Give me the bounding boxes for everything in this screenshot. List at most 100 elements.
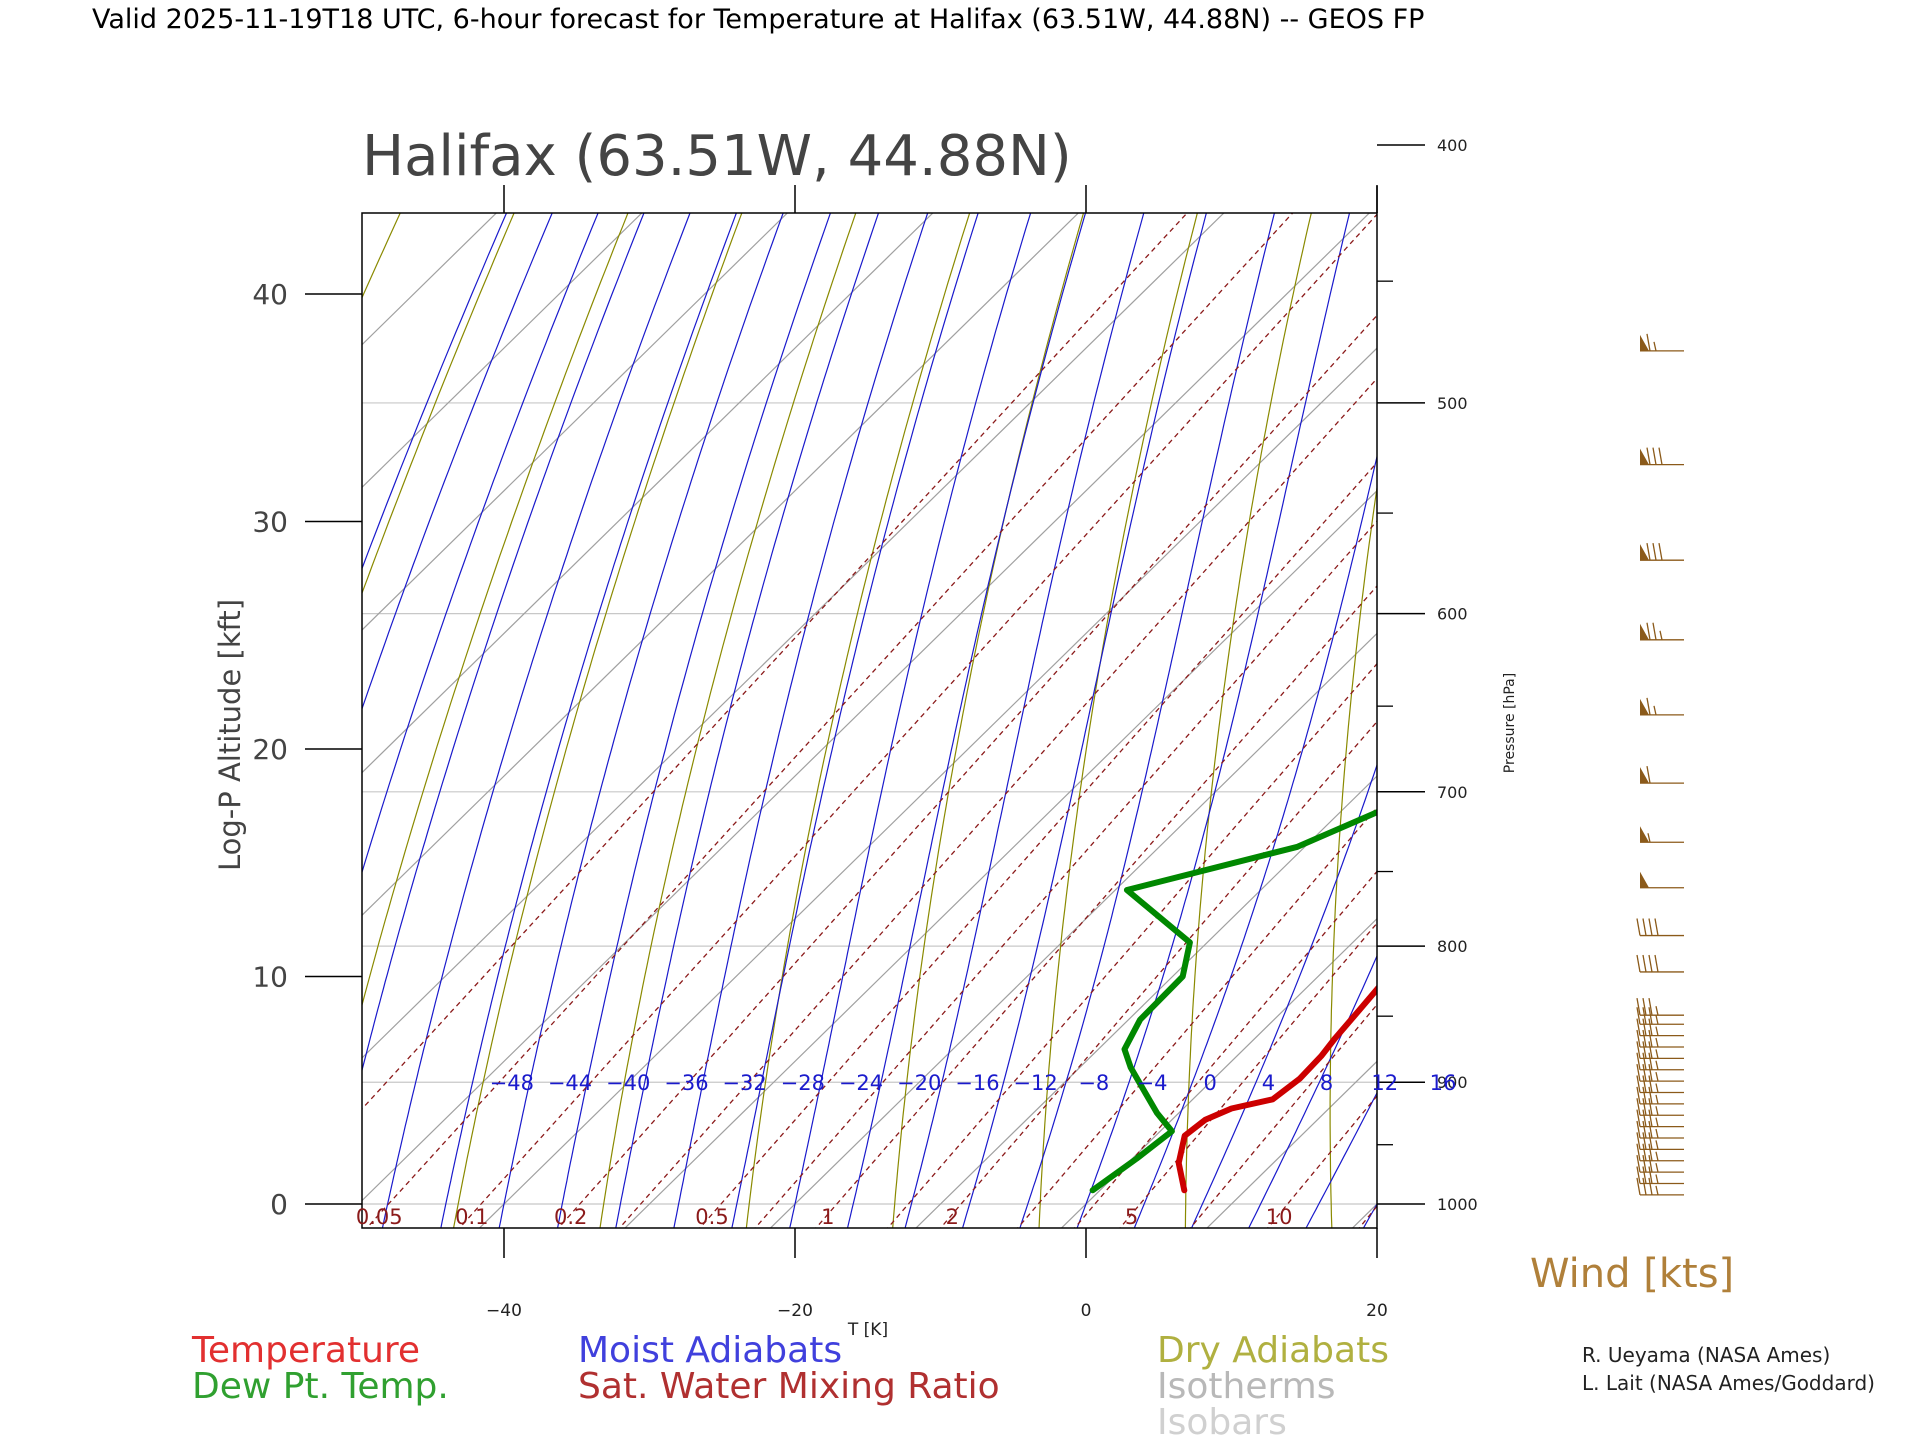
y-tick-label: 0	[270, 1188, 288, 1221]
mixing-ratio-line	[1259, 203, 1920, 1238]
wind-barb-full	[1643, 919, 1646, 936]
wind-barb-half	[1656, 1095, 1658, 1104]
wind-barb-half	[1656, 1152, 1658, 1161]
wind-barb-full	[1653, 543, 1656, 560]
y-axis-label: Log-P Altitude [kft]	[213, 599, 247, 871]
isotherm-line	[1051, 203, 1920, 1238]
wind-barb	[1640, 448, 1684, 465]
wind-barb-full	[1649, 919, 1652, 936]
wind-barb-half	[1656, 1049, 1658, 1058]
wind-barb	[1637, 955, 1684, 972]
dry-adiabat-line	[1039, 203, 1200, 1238]
mixing-ratio-line	[1516, 203, 1920, 1238]
wind-barb-half	[1656, 1163, 1658, 1172]
mixing-ratio-label: 0.1	[455, 1205, 488, 1229]
pressure-tick-label: 700	[1437, 783, 1468, 802]
x-axis-label: T [K]	[847, 1320, 888, 1340]
x-tick-label: 0	[1081, 1301, 1092, 1321]
wind-barb-half	[1654, 342, 1656, 351]
moist-adiabat-line	[319, 201, 648, 1249]
legend-isobars: Isobars	[1157, 1402, 1287, 1440]
pressure-tick-label: 800	[1437, 937, 1468, 956]
isotherm-line	[0, 203, 361, 1238]
mixing-ratio-line	[807, 203, 1714, 1238]
wind-barb-half	[1656, 1061, 1658, 1070]
y-tick-label: 40	[252, 278, 288, 311]
wind-barb-half	[1656, 1175, 1658, 1184]
wind-barb-half	[1656, 1072, 1658, 1081]
moist-adiabat-label: 16	[1430, 1071, 1457, 1095]
isotherm-line	[1197, 203, 1920, 1238]
legend-dewpoint: Dew Pt. Temp.	[192, 1366, 449, 1407]
mixing-ratio-label: 10	[1266, 1205, 1293, 1229]
wind-barb-full	[1637, 955, 1640, 972]
moist-adiabat-label: −8	[1078, 1071, 1109, 1095]
isotherm-line	[0, 203, 507, 1238]
wind-barb	[1640, 698, 1684, 715]
y-tick-label: 30	[252, 506, 288, 539]
credit-line-1: R. Ueyama (NASA Ames)	[1582, 1343, 1830, 1367]
wind-barb-half	[1656, 1140, 1658, 1149]
wind-barb-half	[1656, 1015, 1658, 1024]
moist-adiabat-label: 12	[1371, 1071, 1398, 1095]
wind-barbs	[1637, 334, 1684, 1195]
moist-adiabat-label: −48	[490, 1071, 534, 1095]
mixing-ratio-line	[1418, 203, 1920, 1238]
credit-line-2: L. Lait (NASA Ames/Goddard)	[1582, 1371, 1875, 1395]
legend-mixing-ratio: Sat. Water Mixing Ratio	[578, 1366, 1000, 1407]
mixing-ratio-label: 1	[821, 1205, 834, 1229]
pressure-tick-label: 600	[1437, 605, 1468, 624]
moist-adiabat-line	[1465, 201, 1920, 1249]
wind-barb-half	[1656, 1038, 1658, 1047]
wind-barb	[1640, 766, 1684, 783]
x-tick-label: −40	[486, 1301, 522, 1321]
wind-barb-full	[1653, 623, 1656, 640]
wind-barb-full	[1653, 448, 1656, 465]
wind-barb-half	[1656, 1118, 1658, 1127]
moist-adiabat-label: −28	[781, 1071, 825, 1095]
moist-adiabat-line	[1523, 201, 1920, 1249]
x-tick-label: 20	[1366, 1301, 1388, 1321]
moist-adiabat-label: −12	[1013, 1071, 1057, 1095]
mixing-ratio-line	[1066, 203, 1920, 1238]
moist-adiabat-line	[143, 201, 512, 1249]
figure-title: Valid 2025-11-19T18 UTC, 6-hour forecast…	[92, 4, 1424, 35]
wind-barb	[1637, 919, 1684, 936]
x-tick-label: −20	[777, 1301, 813, 1321]
mixing-ratio-label: 0.05	[356, 1205, 403, 1229]
pressure-tick-label: 500	[1437, 394, 1468, 413]
isotherm-line	[0, 203, 216, 1238]
mixing-ratio-label: 0.2	[554, 1205, 587, 1229]
dry-adiabat-line	[1605, 203, 1654, 1238]
dry-adiabat-line	[1736, 203, 1772, 1238]
legend-isotherms: Isotherms	[1157, 1366, 1335, 1407]
legend-temperature: Temperature	[191, 1330, 420, 1371]
moist-adiabat-label: −24	[839, 1071, 883, 1095]
mixing-ratio-label: 0.5	[695, 1205, 728, 1229]
moist-adiabat-label: −36	[664, 1071, 708, 1095]
moist-adiabat-label: −32	[722, 1071, 766, 1095]
moist-adiabat-label: 8	[1320, 1071, 1333, 1095]
wind-barb-full	[1655, 955, 1658, 972]
wind-barb	[1637, 1178, 1684, 1195]
wind-barb-half	[1660, 631, 1662, 640]
wind-barb-half	[1656, 1106, 1658, 1115]
y-tick-label: 20	[252, 733, 288, 766]
moist-adiabat-label: 4	[1262, 1071, 1275, 1095]
wind-barb-full	[1659, 543, 1662, 560]
wind-barb-pennant	[1640, 872, 1649, 888]
moist-adiabat-label: −16	[955, 1071, 999, 1095]
wind-barb	[1640, 334, 1684, 351]
wind-barb-half	[1656, 1027, 1658, 1036]
temperature-profile	[1179, 219, 1920, 1190]
wind-barb-full	[1649, 955, 1652, 972]
wind-barb-full	[1655, 919, 1658, 936]
plot-title: Halifax (63.51W, 44.88N)	[362, 124, 1072, 189]
isotherm-line	[1633, 203, 1920, 1238]
mixing-ratio-label: 5	[1125, 1205, 1138, 1229]
y2-axis-label: Pressure [hPa]	[1502, 673, 1518, 773]
wind-barb-half	[1656, 1084, 1658, 1093]
wind-barb-full	[1643, 955, 1646, 972]
